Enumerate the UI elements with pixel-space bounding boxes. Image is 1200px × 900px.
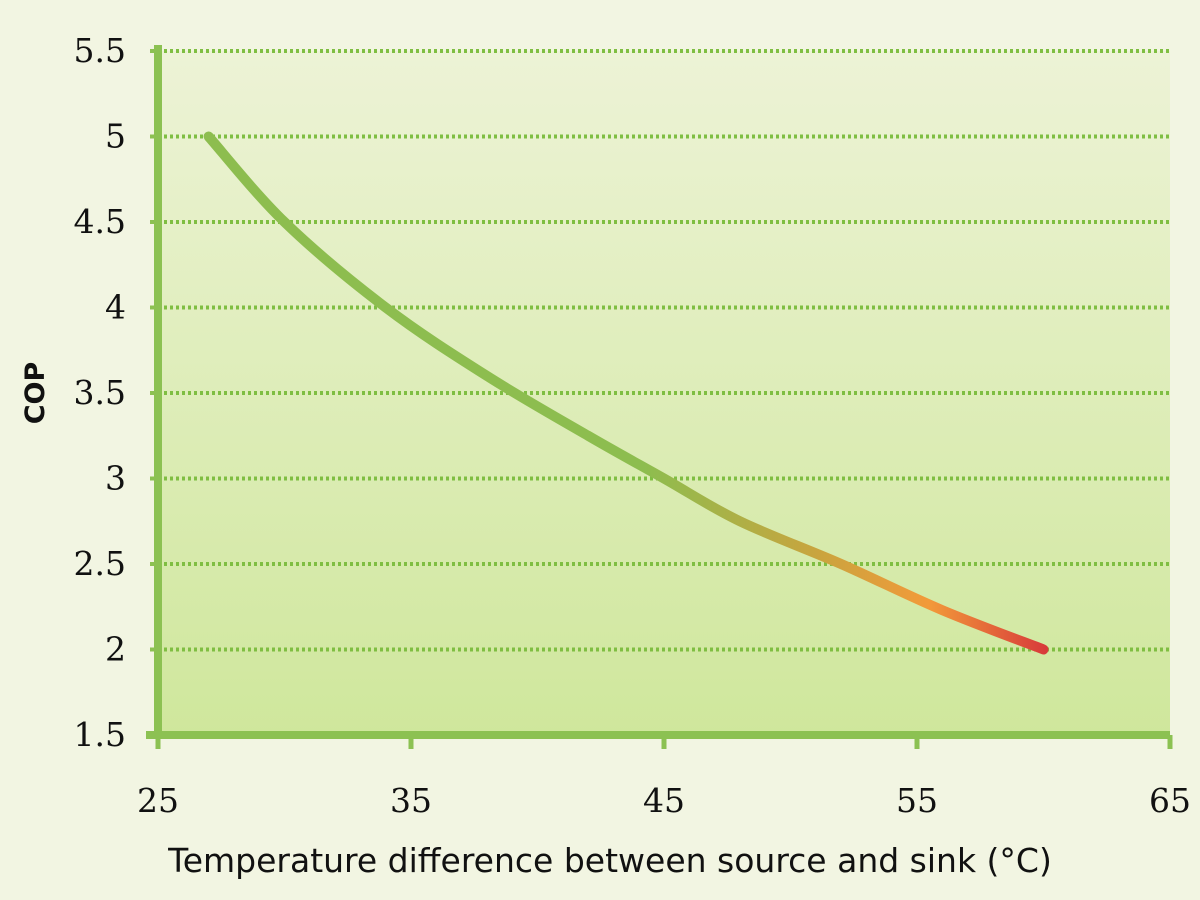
y-axis-title: COP <box>20 362 51 425</box>
x-tick-label-45: 45 <box>643 781 685 820</box>
series-line-cop <box>203 131 1049 655</box>
y-tick-label-5.5: 5.5 <box>74 31 126 70</box>
x-axis-title: Temperature difference between source an… <box>167 841 1052 880</box>
y-tick-label-5: 5 <box>105 117 126 156</box>
y-tick-label-2.5: 2.5 <box>74 544 126 583</box>
axes <box>146 45 1173 749</box>
y-tick-label-3: 3 <box>105 459 126 498</box>
x-tick-labels: 25 35 45 55 65 <box>137 781 1191 820</box>
gridlines <box>150 49 1170 652</box>
y-tick-label-4.5: 4.5 <box>74 202 126 241</box>
y-tick-labels: 1.5 2 2.5 3 3.5 4 4.5 5 5.5 <box>74 31 126 754</box>
series-layer <box>203 131 1049 655</box>
y-tick-label-1.5: 1.5 <box>74 715 126 754</box>
y-tick-label-2: 2 <box>105 630 126 669</box>
y-tick-label-4: 4 <box>105 288 126 327</box>
y-tick-label-3.5: 3.5 <box>74 373 126 412</box>
x-tick-label-65: 65 <box>1149 781 1191 820</box>
x-tick-label-35: 35 <box>390 781 432 820</box>
x-tick-label-25: 25 <box>137 781 179 820</box>
x-tick-label-55: 55 <box>896 781 938 820</box>
